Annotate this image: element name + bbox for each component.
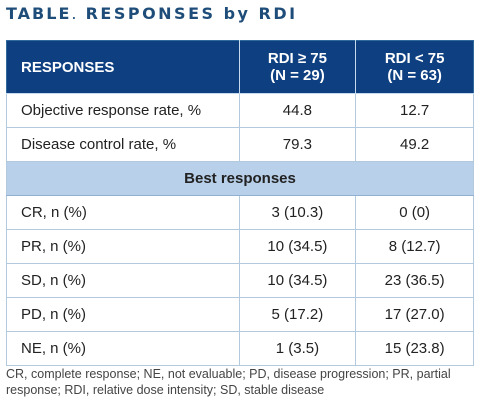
row-label: CR, n (%) [6,195,240,230]
responses-table: RESPONSES RDI ≥ 75 (N = 29) RDI < 75 (N … [6,40,474,366]
row-value-rdi-low: 15 (23.8) [355,331,474,366]
header-rdi-high: RDI ≥ 75 (N = 29) [238,40,357,94]
row-label: SD, n (%) [6,263,240,298]
table-title: TABLE. RESPONSES by RDI [6,4,298,28]
row-label: NE, n (%) [6,331,240,366]
table-row: PD, n (%) 5 (17.2) 17 (27.0) [6,297,474,332]
table-row: PR, n (%) 10 (34.5) 8 (12.7) [6,229,474,264]
row-value-rdi-high: 79.3 [238,127,357,162]
row-value-rdi-low: 0 (0) [355,195,474,230]
row-value-rdi-high: 5 (17.2) [238,297,357,332]
row-value-rdi-high: 10 (34.5) [238,229,357,264]
table-header-row: RESPONSES RDI ≥ 75 (N = 29) RDI < 75 (N … [6,40,474,94]
table-row: SD, n (%) 10 (34.5) 23 (36.5) [6,263,474,298]
table-row: Objective response rate, % 44.8 12.7 [6,93,474,128]
row-value-rdi-low: 17 (27.0) [355,297,474,332]
row-value-rdi-low: 8 (12.7) [355,229,474,264]
row-label: PD, n (%) [6,297,240,332]
row-label: Disease control rate, % [6,127,240,162]
header-rdi-high-line2: (N = 29) [270,67,325,84]
header-rdi-low: RDI < 75 (N = 63) [355,40,474,94]
row-value-rdi-low: 23 (36.5) [355,263,474,298]
row-label: Objective response rate, % [6,93,240,128]
header-rdi-high-line1: RDI ≥ 75 [267,50,327,67]
header-rdi-low-line1: RDI < 75 [384,50,445,67]
row-label: PR, n (%) [6,229,240,264]
row-value-rdi-high: 10 (34.5) [238,263,357,298]
table-title-text: RESPONSES by RDI [85,4,298,23]
table-title-separator: . [71,4,79,23]
row-value-rdi-high: 1 (3.5) [238,331,357,366]
row-value-rdi-high: 44.8 [238,93,357,128]
table-title-lead: TABLE [6,4,72,23]
table-row: NE, n (%) 1 (3.5) 15 (23.8) [6,331,474,366]
section-row-best-responses: Best responses [6,161,474,196]
row-value-rdi-high: 3 (10.3) [238,195,357,230]
header-rdi-low-line2: (N = 63) [387,67,442,84]
section-heading: Best responses [6,161,474,196]
header-responses: RESPONSES [6,40,240,94]
table-row: Disease control rate, % 79.3 49.2 [6,127,474,162]
table-row: CR, n (%) 3 (10.3) 0 (0) [6,195,474,230]
table-footnote: CR, complete response; NE, not evaluable… [6,367,451,397]
row-value-rdi-low: 12.7 [355,93,474,128]
row-value-rdi-low: 49.2 [355,127,474,162]
